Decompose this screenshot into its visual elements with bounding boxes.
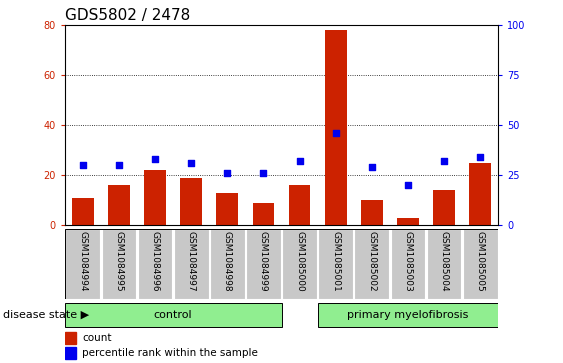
Text: GSM1085003: GSM1085003 [404,231,413,291]
Point [295,158,304,164]
Bar [65,303,282,327]
Point [150,156,159,162]
Text: GSM1084999: GSM1084999 [259,231,268,291]
Text: count: count [82,333,111,343]
Text: primary myelofibrosis: primary myelofibrosis [347,310,468,320]
Point [223,170,232,176]
Point [476,154,485,160]
Text: GSM1084996: GSM1084996 [150,231,159,291]
Bar [318,303,498,327]
Bar [101,229,136,299]
Text: GSM1085002: GSM1085002 [367,231,376,291]
Bar [318,229,353,299]
Bar [144,170,166,225]
Bar [216,193,238,225]
Bar [253,203,274,225]
Text: GSM1084994: GSM1084994 [78,231,87,291]
Text: GSM1085000: GSM1085000 [295,231,304,291]
Point [187,160,196,166]
Bar [434,190,455,225]
Bar [210,229,245,299]
Bar [108,185,129,225]
Text: GSM1084998: GSM1084998 [223,231,232,291]
Bar [65,229,100,299]
Bar [65,333,75,344]
Point [114,162,123,168]
Bar [65,347,75,359]
Bar [463,229,498,299]
Bar [325,30,347,225]
Text: GSM1085005: GSM1085005 [476,231,485,291]
Bar [397,217,419,225]
Bar [391,229,425,299]
Text: control: control [154,310,193,320]
Text: GDS5802 / 2478: GDS5802 / 2478 [65,8,190,23]
Bar [361,200,383,225]
Bar [282,229,317,299]
Bar [427,229,462,299]
Bar [470,163,491,225]
Bar [72,197,93,225]
Point [404,182,413,188]
Bar [246,229,281,299]
Text: GSM1085001: GSM1085001 [331,231,340,291]
Point [367,164,376,170]
Text: GSM1084997: GSM1084997 [187,231,196,291]
Text: percentile rank within the sample: percentile rank within the sample [82,348,258,358]
Bar [289,185,310,225]
Text: GSM1084995: GSM1084995 [114,231,123,291]
Bar [174,229,208,299]
Bar [138,229,172,299]
Text: GSM1085004: GSM1085004 [440,231,449,291]
Point [259,170,268,176]
Point [440,158,449,164]
Point [331,130,340,136]
Bar [180,178,202,225]
Text: disease state ▶: disease state ▶ [3,310,89,320]
Point [78,162,87,168]
Bar [355,229,389,299]
